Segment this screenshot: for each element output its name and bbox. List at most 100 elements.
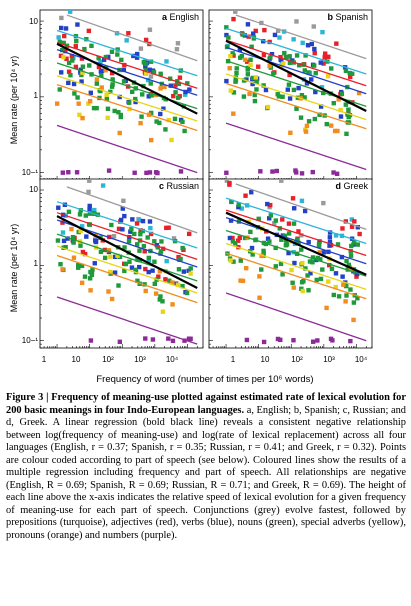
data-point-nouns	[242, 235, 248, 241]
data-point-special-adverbs	[253, 75, 259, 80]
data-point-nouns	[252, 98, 258, 104]
data-point-conjunctions	[87, 179, 92, 183]
data-point-special-adverbs	[333, 284, 338, 290]
data-point-adjectives	[256, 64, 261, 69]
data-point-verbs	[339, 254, 345, 260]
data-point-nouns	[99, 73, 104, 78]
data-point-nouns	[58, 262, 63, 267]
data-point-pronouns	[335, 128, 340, 134]
data-point-nouns	[331, 292, 336, 298]
data-point-nouns	[87, 63, 92, 68]
data-point-nouns	[180, 283, 185, 289]
data-point-prepositions	[164, 59, 169, 64]
regression-line-overall	[225, 39, 367, 113]
data-point-nouns	[97, 88, 102, 93]
data-point-numbers	[275, 336, 281, 342]
data-point-adjectives	[143, 37, 149, 43]
data-point-verbs	[333, 271, 339, 276]
data-point-numbers	[117, 339, 123, 344]
data-point-numbers	[182, 338, 187, 343]
data-point-special-adverbs	[160, 309, 166, 314]
data-point-verbs	[147, 67, 152, 72]
data-point-numbers	[278, 337, 283, 343]
x-tick-label: 10²	[102, 355, 114, 364]
data-point-numbers	[187, 336, 193, 342]
data-point-nouns	[236, 202, 241, 207]
data-point-conjunctions	[147, 27, 153, 32]
data-point-nouns	[132, 231, 137, 237]
data-point-verbs	[186, 268, 191, 274]
data-point-nouns	[141, 243, 147, 249]
data-point-adjectives	[268, 202, 273, 208]
data-point-adjectives	[262, 27, 267, 33]
data-point-verbs	[263, 87, 269, 93]
data-point-nouns	[349, 71, 355, 76]
data-point-nouns	[140, 228, 145, 234]
data-point-verbs	[287, 96, 293, 101]
data-point-adjectives	[177, 75, 183, 80]
data-point-nouns	[83, 213, 88, 218]
data-point-pronouns	[231, 111, 236, 116]
data-point-verbs	[228, 218, 234, 223]
data-point-nouns	[233, 241, 238, 246]
panel-spanish: b Spanish	[208, 9, 373, 181]
data-point-nouns	[110, 77, 115, 82]
data-point-pronouns	[138, 120, 143, 126]
data-point-nouns	[84, 37, 89, 42]
data-point-verbs	[63, 26, 69, 31]
data-point-verbs	[327, 239, 333, 245]
data-point-adjectives	[261, 52, 267, 58]
data-point-nouns	[152, 281, 157, 287]
data-point-special-adverbs	[325, 73, 331, 79]
data-point-adjectives	[60, 220, 65, 225]
data-point-conjunctions	[311, 24, 316, 29]
data-point-nouns	[127, 259, 132, 264]
regression-line-pronouns	[225, 252, 367, 300]
data-point-adjectives	[286, 221, 292, 226]
data-point-nouns	[116, 283, 121, 288]
data-point-verbs	[84, 234, 89, 239]
data-point-nouns	[148, 59, 154, 64]
data-point-nouns	[349, 243, 354, 249]
data-point-nouns	[291, 87, 297, 93]
data-point-verbs	[265, 236, 271, 241]
data-point-nouns	[157, 120, 162, 126]
data-point-numbers	[293, 168, 298, 173]
data-point-nouns	[248, 229, 253, 235]
data-point-verbs	[75, 22, 80, 27]
x-tick-label: 10³	[323, 355, 335, 364]
data-point-adjectives	[163, 277, 168, 282]
data-point-nouns	[127, 100, 132, 105]
data-point-nouns	[80, 64, 86, 69]
data-point-nouns	[178, 256, 183, 262]
data-point-nouns	[180, 119, 185, 125]
data-point-adjectives	[80, 249, 86, 255]
data-point-pronouns	[149, 137, 154, 143]
data-point-nouns	[279, 237, 284, 242]
regression-line-nouns	[56, 233, 198, 282]
y-axis-label-bottom: Mean rate (per 10⁴ yr)	[9, 224, 19, 312]
data-point-adjectives	[166, 225, 171, 230]
data-point-verbs	[327, 235, 333, 240]
data-point-nouns	[90, 267, 95, 272]
data-point-adjectives	[73, 44, 78, 49]
data-point-adjectives	[143, 266, 148, 272]
data-point-verbs	[245, 22, 251, 27]
data-point-prepositions	[92, 207, 97, 213]
data-point-nouns	[167, 278, 172, 283]
regression-line-pronouns	[56, 84, 198, 132]
data-point-pronouns	[88, 288, 93, 293]
data-point-special-adverbs	[80, 70, 85, 75]
data-point-nouns	[250, 75, 256, 81]
data-point-nouns	[96, 55, 101, 61]
data-point-verbs	[261, 39, 266, 44]
data-point-verbs	[87, 203, 92, 209]
data-point-prepositions	[164, 258, 169, 264]
data-point-verbs	[313, 89, 318, 95]
data-point-verbs	[286, 250, 291, 256]
data-point-adjectives	[340, 226, 345, 231]
data-point-prepositions	[124, 38, 129, 43]
x-tick-label: 10⁴	[355, 355, 368, 364]
data-point-numbers	[261, 339, 267, 345]
data-point-nouns	[283, 238, 289, 243]
